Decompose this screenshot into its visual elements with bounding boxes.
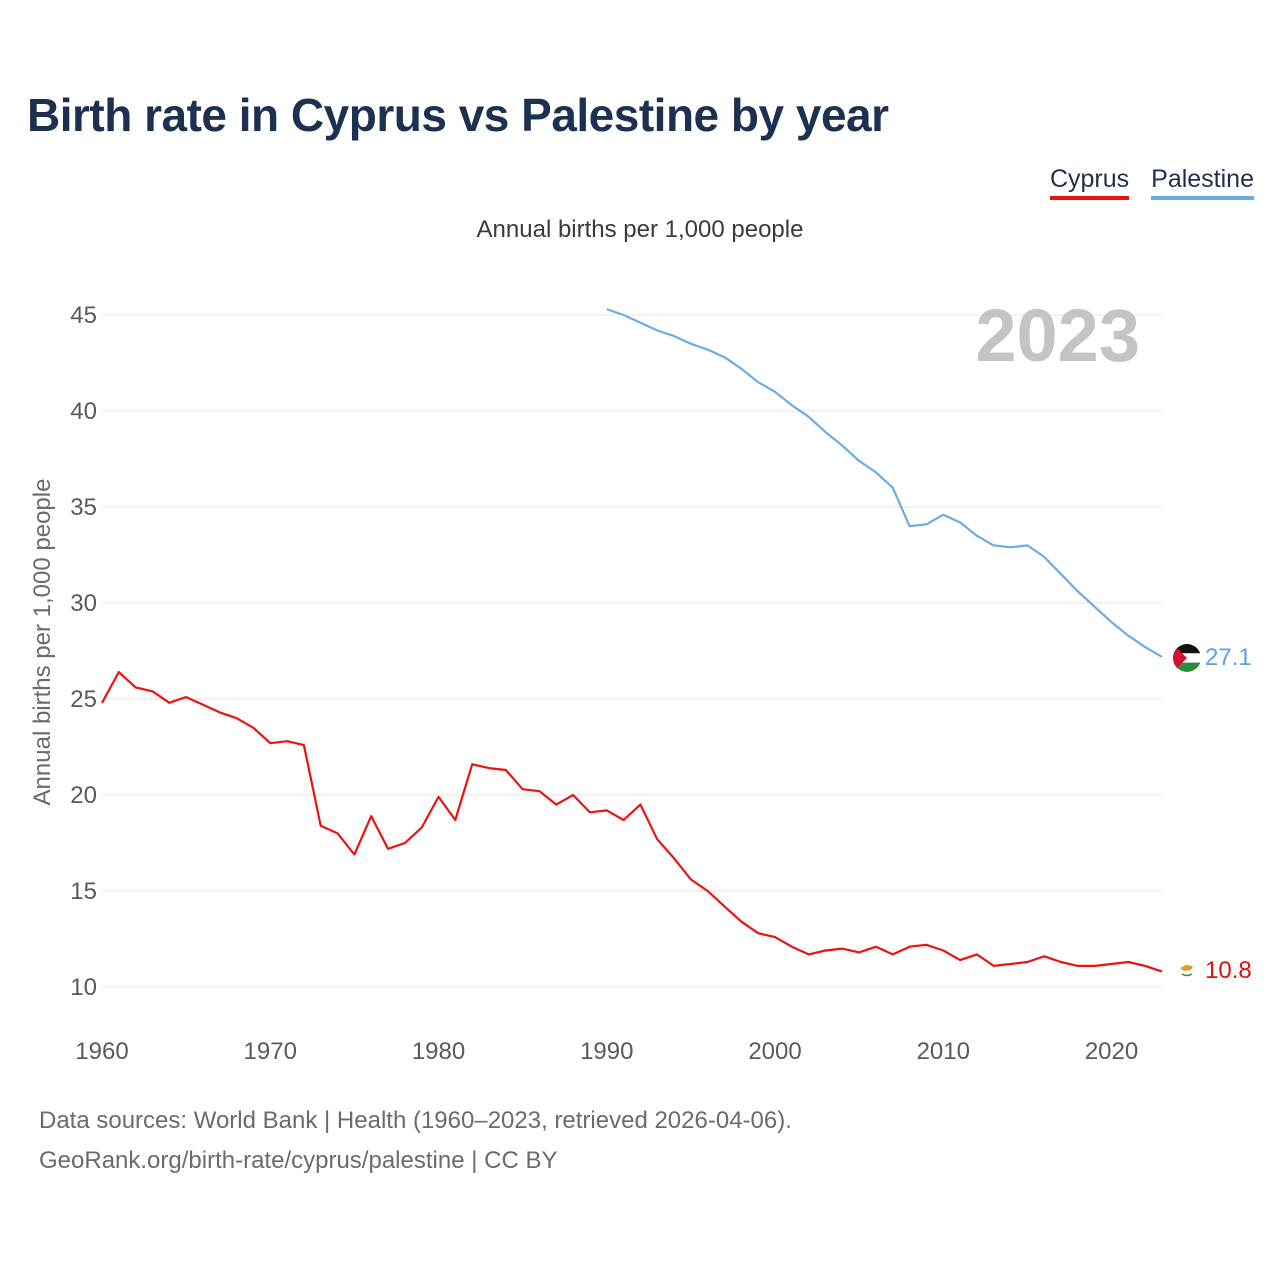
y-tick-label: 40 xyxy=(70,398,97,425)
x-tick-label: 1990 xyxy=(580,1038,633,1065)
series-line-palestine[interactable] xyxy=(606,308,1163,658)
x-tick-label: 1970 xyxy=(244,1038,297,1065)
y-tick-label: 10 xyxy=(70,974,97,1001)
x-tick-label: 2010 xyxy=(917,1038,970,1065)
cyprus-end-label: 10.8 xyxy=(1205,957,1252,984)
y-tick-label: 15 xyxy=(70,878,97,905)
y-tick-label: 30 xyxy=(70,590,97,617)
x-tick-label: 2000 xyxy=(748,1038,801,1065)
x-tick-label: 1960 xyxy=(75,1038,128,1065)
year-watermark: 2023 xyxy=(975,294,1140,377)
palestine-flag-icon xyxy=(1173,644,1201,672)
source-link[interactable]: GeoRank.org/birth-rate/cyprus/palestine … xyxy=(39,1147,558,1174)
y-axis-label: Annual births per 1,000 people xyxy=(29,479,56,806)
palestine-end-label: 27.1 xyxy=(1205,644,1252,671)
legend: Cyprus Palestine xyxy=(1049,164,1254,200)
x-tick-label: 1980 xyxy=(412,1038,465,1065)
y-tick-label: 45 xyxy=(70,302,97,329)
series-line-cyprus[interactable] xyxy=(101,670,1163,973)
data-source-note: Data sources: World Bank | Health (1960–… xyxy=(39,1107,792,1134)
cyprus-flag-icon xyxy=(1177,961,1197,981)
legend-item-cyprus[interactable]: Cyprus xyxy=(1049,164,1130,200)
y-tick-label: 20 xyxy=(70,782,97,809)
y-tick-label: 25 xyxy=(70,686,97,713)
chart-subtitle: Annual births per 1,000 people xyxy=(476,216,804,243)
chart-title: Birth rate in Cyprus vs Palestine by yea… xyxy=(27,89,889,141)
x-tick-label: 2020 xyxy=(1085,1038,1138,1065)
y-tick-label: 35 xyxy=(70,494,97,521)
legend-item-palestine[interactable]: Palestine xyxy=(1151,164,1254,200)
